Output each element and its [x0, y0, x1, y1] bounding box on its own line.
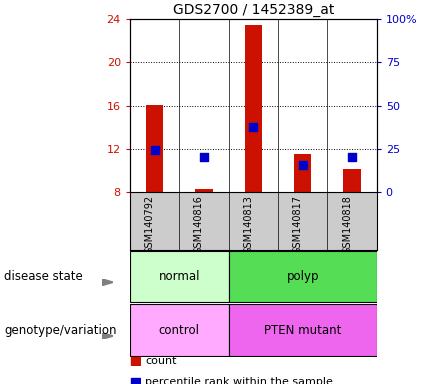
- Polygon shape: [102, 333, 113, 339]
- Text: GSM140818: GSM140818: [342, 195, 352, 254]
- Bar: [229, 251, 377, 302]
- Text: normal: normal: [158, 270, 200, 283]
- Text: disease state: disease state: [4, 270, 83, 283]
- Bar: [343, 169, 361, 192]
- Point: [151, 147, 158, 153]
- Bar: [229, 305, 377, 356]
- Text: genotype/variation: genotype/variation: [4, 324, 117, 337]
- Title: GDS2700 / 1452389_at: GDS2700 / 1452389_at: [173, 3, 334, 17]
- Text: GSM140816: GSM140816: [194, 195, 204, 254]
- Bar: [131, 378, 139, 384]
- Text: count: count: [145, 356, 177, 366]
- Text: GSM140792: GSM140792: [145, 195, 155, 254]
- Bar: [131, 357, 139, 365]
- Bar: [195, 189, 213, 192]
- Text: percentile rank within the sample: percentile rank within the sample: [145, 377, 333, 384]
- Point: [200, 154, 207, 161]
- Text: GSM140813: GSM140813: [243, 195, 253, 254]
- Text: polyp: polyp: [286, 270, 319, 283]
- Bar: [130, 305, 229, 356]
- Polygon shape: [102, 279, 113, 286]
- Point: [250, 124, 257, 130]
- Point: [349, 154, 355, 161]
- Point: [299, 162, 306, 168]
- Text: PTEN mutant: PTEN mutant: [264, 324, 341, 337]
- Bar: [146, 104, 163, 192]
- Bar: [130, 251, 229, 302]
- Text: GSM140817: GSM140817: [293, 195, 303, 254]
- Bar: [245, 25, 262, 192]
- Text: control: control: [159, 324, 200, 337]
- Bar: [294, 154, 311, 192]
